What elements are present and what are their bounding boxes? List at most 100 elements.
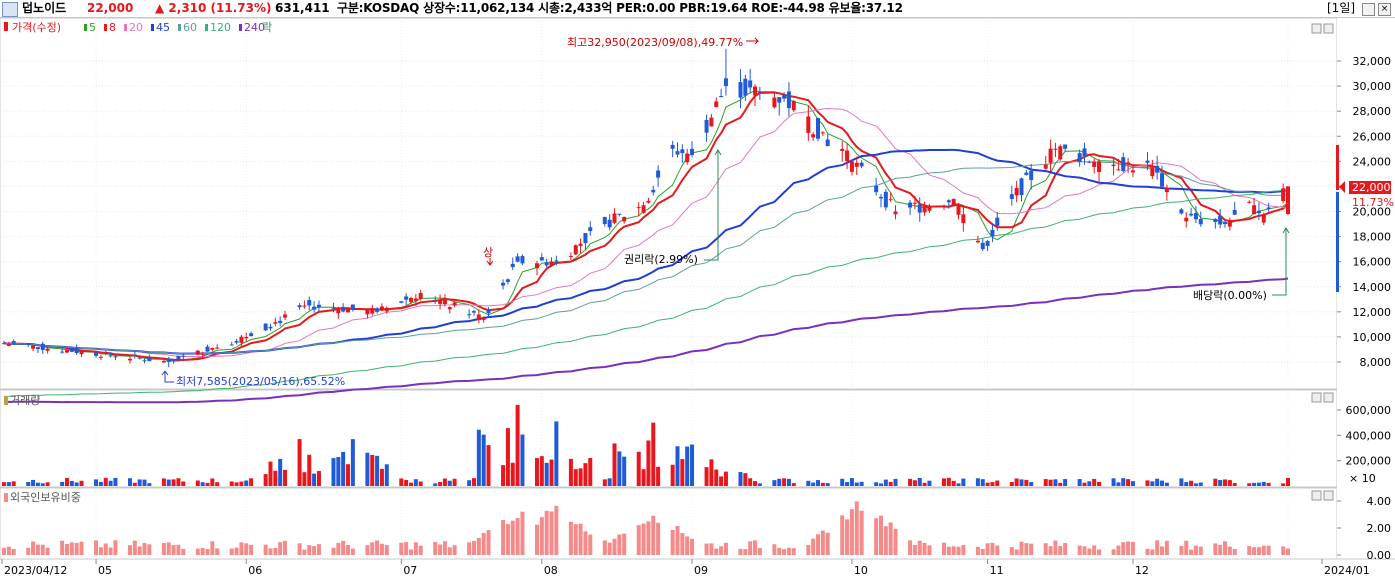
foreign-restore-icon[interactable] xyxy=(1311,490,1322,501)
volume-bar xyxy=(990,482,995,486)
candle-body xyxy=(922,205,927,213)
foreign-bar xyxy=(1160,546,1165,555)
candle-body xyxy=(331,307,336,309)
period-selector[interactable]: [1일] xyxy=(1327,1,1356,15)
candle-body xyxy=(554,260,559,262)
foreign-bar xyxy=(200,547,205,555)
volume-bar xyxy=(137,479,142,486)
candle-body xyxy=(588,227,593,232)
volume-bar xyxy=(1223,479,1228,486)
candle-body xyxy=(908,202,913,208)
volume-bar xyxy=(312,473,317,486)
price-tick-label: 30,000 xyxy=(1353,80,1392,93)
volume-bar xyxy=(1053,479,1058,486)
volume-bar xyxy=(854,482,859,486)
volume-bar xyxy=(404,480,409,486)
volume-bar xyxy=(1121,478,1126,486)
candle-body xyxy=(336,309,341,314)
legend-ma-120: 120 xyxy=(210,21,231,34)
legend-swatch-240 xyxy=(239,24,242,31)
candle-body xyxy=(346,308,351,313)
candle-body xyxy=(714,101,719,108)
foreign-bar xyxy=(181,548,186,555)
panel-close-icon[interactable] xyxy=(1323,23,1334,34)
volume-bar xyxy=(675,446,680,486)
ma-line-120 xyxy=(3,189,1289,397)
candle-body xyxy=(772,97,777,108)
candle-body xyxy=(515,256,520,262)
foreign-bar xyxy=(379,543,384,555)
foreign-bar xyxy=(205,549,210,555)
date-label: 2023/04/12 xyxy=(4,564,67,577)
volume-bar xyxy=(1155,478,1160,486)
volume-bar xyxy=(1130,481,1135,486)
volume-bar xyxy=(1247,483,1252,486)
foreign-bar xyxy=(791,548,796,555)
volume-bar xyxy=(307,454,312,486)
foreign-bar xyxy=(1053,540,1058,555)
candle-body xyxy=(137,357,142,359)
chart-menu-icon[interactable] xyxy=(2,2,18,17)
foreign-bar xyxy=(753,540,758,555)
candle-body xyxy=(239,336,244,343)
volume-bar xyxy=(501,465,506,486)
candle-body xyxy=(854,162,859,167)
window-minimize-icon[interactable] xyxy=(1362,3,1375,16)
volume-close-icon[interactable] xyxy=(1323,392,1334,403)
candle-body xyxy=(849,161,854,172)
foreign-bar xyxy=(1019,541,1024,555)
volume-bar xyxy=(859,481,864,486)
volume-bar xyxy=(142,479,147,486)
candles xyxy=(2,49,1290,368)
foreign-bar xyxy=(418,545,423,555)
foreign-bar xyxy=(1063,543,1068,555)
foreign-bar xyxy=(1029,543,1034,555)
candle-body xyxy=(1160,173,1165,187)
foreign-bar xyxy=(239,542,244,555)
foreign-bar xyxy=(1077,545,1082,555)
candle-body xyxy=(268,326,273,329)
candle-body xyxy=(307,300,312,306)
ma-line-5 xyxy=(3,90,1289,362)
candle-body xyxy=(94,352,99,356)
candle-body xyxy=(995,217,1000,226)
volume-bar xyxy=(791,483,796,486)
high-arrow-icon xyxy=(746,37,760,45)
window-close-icon[interactable]: × xyxy=(1378,3,1391,16)
foreign-bar xyxy=(980,548,985,555)
date-axis-labels: 2023/04/12 05 06 07 08 09 10 11 12 2024/01 xyxy=(1,559,1370,577)
foreign-bar xyxy=(1048,546,1053,555)
foreign-bar xyxy=(714,548,719,555)
foreign-bar xyxy=(501,520,506,555)
candle-body xyxy=(433,300,438,302)
foreign-bar xyxy=(883,526,888,555)
legend-price-label: 가격(수정) xyxy=(12,21,61,34)
foreign-close-icon[interactable] xyxy=(1323,490,1334,501)
volume-bar xyxy=(709,459,714,486)
volume-bar xyxy=(995,480,1000,486)
panel-restore-icon[interactable] xyxy=(1311,23,1322,34)
volume-bar xyxy=(471,478,476,486)
candle-body xyxy=(1164,187,1169,193)
candle-body xyxy=(791,101,796,111)
candle-body xyxy=(1281,188,1286,202)
volume-bar xyxy=(302,472,307,486)
foreign-bar xyxy=(878,515,883,555)
foreign-bar xyxy=(922,542,927,555)
candle-body xyxy=(1256,210,1261,214)
foreign-tick-label: 0.00 xyxy=(1367,549,1392,562)
candle-body xyxy=(1043,164,1048,169)
volume-restore-icon[interactable] xyxy=(1311,392,1322,403)
price-tick-label: 14,000 xyxy=(1353,281,1392,294)
foreign-bar xyxy=(210,541,215,555)
foreign-bar xyxy=(1193,545,1198,555)
candle-body xyxy=(956,206,961,215)
foreign-bar xyxy=(316,544,321,555)
volume-bar xyxy=(384,464,389,486)
candle-body xyxy=(278,320,283,323)
volume-bar xyxy=(840,478,845,486)
low-annotation: 최저7,585(2023/05/16),65.52% xyxy=(176,375,345,388)
volume-bar xyxy=(1029,482,1034,486)
foreign-bar xyxy=(941,542,946,555)
foreign-bar xyxy=(927,545,932,555)
